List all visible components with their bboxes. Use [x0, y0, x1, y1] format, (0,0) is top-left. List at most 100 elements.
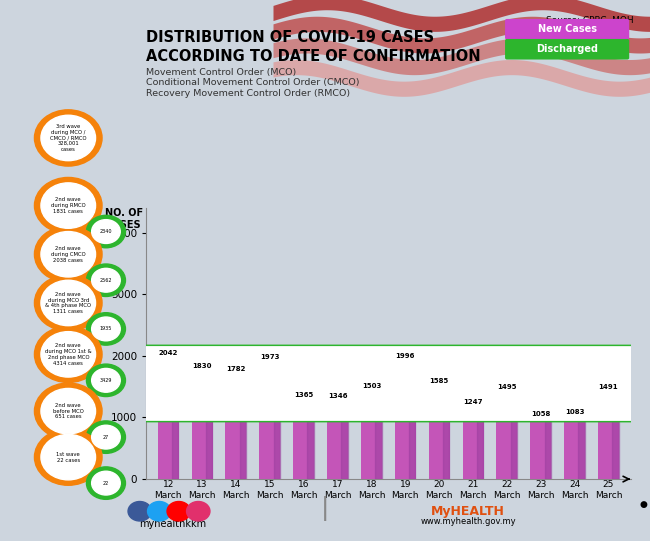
Circle shape	[0, 388, 650, 404]
Text: 1083: 1083	[565, 409, 584, 415]
Bar	[361, 404, 382, 479]
Polygon shape	[612, 395, 619, 479]
Text: 1491: 1491	[599, 384, 618, 390]
Text: 1671: 1671	[428, 365, 450, 374]
Circle shape	[0, 404, 650, 420]
Text: 2nd wave
before MCO
651 cases: 2nd wave before MCO 651 cases	[53, 403, 84, 419]
Text: Conditional Movement Control Order (CMCO): Conditional Movement Control Order (CMCO…	[146, 78, 359, 88]
Bar	[428, 376, 450, 384]
Text: 1495: 1495	[497, 384, 517, 390]
Text: 1360: 1360	[597, 385, 619, 393]
Polygon shape	[274, 405, 280, 479]
Text: 1384: 1384	[530, 383, 552, 392]
Bar	[395, 382, 416, 479]
Bar	[192, 388, 213, 479]
Circle shape	[0, 373, 650, 390]
Bar	[598, 395, 619, 401]
Text: 1346: 1346	[328, 393, 347, 399]
Text: 1575: 1575	[157, 371, 179, 380]
Text: 1830: 1830	[192, 364, 212, 370]
Polygon shape	[375, 404, 382, 479]
Text: 1058: 1058	[531, 411, 551, 417]
Bar	[327, 404, 348, 410]
Circle shape	[0, 363, 650, 375]
Circle shape	[0, 360, 650, 373]
Text: New Cases: New Cases	[538, 24, 597, 34]
Bar	[497, 410, 517, 479]
Circle shape	[0, 381, 650, 394]
Polygon shape	[206, 388, 212, 479]
Circle shape	[0, 349, 650, 366]
Bar	[293, 413, 314, 418]
Text: |: |	[321, 496, 329, 521]
Text: ACCORDING TO DATE OF CONFIRMATION: ACCORDING TO DATE OF CONFIRMATION	[146, 49, 481, 64]
Bar	[530, 394, 551, 400]
Text: 1213: 1213	[360, 393, 382, 403]
Text: 1247: 1247	[463, 399, 483, 405]
Bar	[192, 388, 213, 395]
Circle shape	[0, 351, 650, 364]
Bar	[293, 413, 314, 479]
Circle shape	[0, 358, 650, 374]
Text: 1208: 1208	[259, 394, 281, 403]
Bar	[428, 376, 450, 479]
Text: 1268: 1268	[564, 390, 586, 399]
Text: 1116: 1116	[496, 399, 518, 408]
Circle shape	[0, 378, 650, 394]
Bar	[361, 404, 382, 410]
Circle shape	[0, 390, 650, 403]
Text: 2nd wave
during RMCO
1831 cases: 2nd wave during RMCO 1831 cases	[51, 197, 86, 214]
Text: 1327: 1327	[462, 386, 484, 395]
Text: 1063: 1063	[292, 403, 315, 412]
Text: myhealthkkm: myhealthkkm	[138, 519, 206, 529]
Bar	[226, 395, 246, 402]
Circle shape	[0, 348, 650, 364]
Bar	[259, 405, 280, 479]
Text: 2562: 2562	[99, 278, 112, 283]
Text: 1354: 1354	[225, 385, 247, 394]
Text: ● DATE: ● DATE	[640, 500, 650, 510]
Polygon shape	[511, 410, 517, 479]
Bar	[564, 401, 585, 407]
Text: 3rd wave
during MCO /
CMCO / RMCO
328,001
cases: 3rd wave during MCO / CMCO / RMCO 328,00…	[50, 124, 86, 152]
Circle shape	[0, 406, 650, 422]
Text: 1219: 1219	[326, 393, 348, 402]
Text: 1576: 1576	[395, 371, 416, 380]
Text: Discharged: Discharged	[536, 44, 599, 54]
Text: 1996: 1996	[396, 353, 415, 359]
Text: 2340: 2340	[99, 229, 112, 234]
Circle shape	[0, 379, 650, 395]
Bar	[158, 382, 179, 389]
Polygon shape	[477, 397, 483, 479]
Circle shape	[0, 379, 650, 395]
Text: 2nd wave
during MCO 3rd
& 4th phase MCO
1311 cases: 2nd wave during MCO 3rd & 4th phase MCO …	[46, 292, 91, 314]
Polygon shape	[307, 413, 314, 479]
Circle shape	[0, 361, 650, 377]
Bar	[259, 405, 280, 410]
Text: DISTRIBUTION OF COVID-19 CASES: DISTRIBUTION OF COVID-19 CASES	[146, 30, 434, 45]
Text: 1973: 1973	[260, 354, 280, 360]
Bar	[327, 404, 348, 479]
Bar	[463, 397, 484, 404]
Circle shape	[0, 394, 650, 410]
Text: 1470: 1470	[191, 378, 213, 387]
Text: 1585: 1585	[430, 378, 448, 384]
Circle shape	[0, 345, 650, 361]
Circle shape	[0, 349, 650, 362]
Circle shape	[0, 380, 650, 393]
Circle shape	[0, 388, 650, 401]
Bar	[564, 401, 585, 479]
Bar	[463, 397, 484, 479]
Text: 2nd wave
during MCO 1st &
2nd phase MCO
4314 cases: 2nd wave during MCO 1st & 2nd phase MCO …	[45, 343, 92, 366]
Text: Movement Control Order (MCO): Movement Control Order (MCO)	[146, 68, 296, 77]
Circle shape	[0, 395, 650, 408]
Bar	[497, 410, 517, 415]
Polygon shape	[341, 404, 348, 479]
Circle shape	[0, 375, 650, 388]
Text: 3429: 3429	[99, 378, 112, 383]
Text: Source: CPRC, MOH: Source: CPRC, MOH	[546, 16, 634, 25]
Text: 22: 22	[103, 480, 109, 486]
Text: 1935: 1935	[99, 326, 112, 332]
Text: 27: 27	[103, 434, 109, 440]
Polygon shape	[172, 382, 178, 479]
